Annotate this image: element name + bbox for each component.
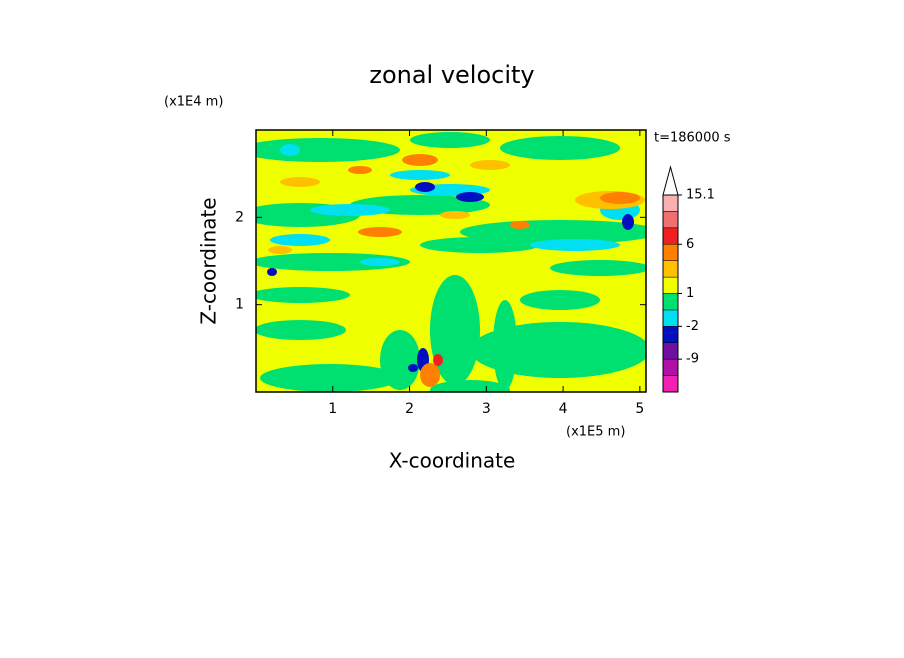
contour-region [500, 136, 620, 160]
colorbar-segment [662, 276, 679, 294]
contour-region [430, 380, 510, 392]
contour-region [420, 237, 540, 253]
contour-region [415, 182, 435, 192]
x-unit: (x1E5 m) [566, 425, 625, 440]
contour-region [550, 260, 646, 276]
colorbar-tick-label: -9 [686, 352, 699, 367]
contour-region [380, 330, 420, 390]
colorbar-segment [662, 358, 679, 376]
y-tick-label: 2 [235, 209, 244, 225]
colorbar-segment [662, 194, 679, 212]
x-tick-label: 1 [328, 401, 337, 417]
contour-field [256, 130, 646, 392]
colorbar-segment [662, 342, 679, 360]
colorbar-tick-label: 6 [686, 237, 694, 252]
colorbar-segment [662, 375, 679, 393]
contour-region [256, 320, 346, 340]
contour-region [280, 177, 320, 187]
contour-region [260, 364, 400, 392]
contour-region [360, 258, 400, 266]
contour-region [408, 364, 418, 372]
contour-region [530, 239, 620, 251]
x-tick-label: 4 [559, 401, 568, 417]
contour-region [402, 154, 438, 166]
colorbar-segment [662, 211, 679, 229]
contour-region [270, 234, 330, 246]
contour-region [433, 354, 443, 366]
contour-region [256, 138, 400, 162]
colorbar-tick-label: 1 [686, 286, 694, 301]
contour-region [456, 192, 484, 202]
colorbar-segment [662, 309, 679, 327]
colorbar-tick-label: -2 [686, 319, 699, 334]
contour-region [440, 211, 470, 219]
x-tick-label: 2 [405, 401, 414, 417]
colorbar-extension [662, 165, 679, 196]
contour-region [493, 300, 517, 390]
contour-region [310, 204, 390, 216]
y-tick-label: 1 [235, 297, 244, 313]
colorbar-segment [662, 260, 679, 278]
time-label: t=186000 s [654, 131, 731, 146]
chart-title: zonal velocity [369, 61, 534, 89]
contour-region [410, 132, 490, 148]
x-axis-label: X-coordinate [389, 449, 516, 473]
contour-region [267, 268, 277, 276]
colorbar-segment [662, 227, 679, 245]
contour-region [256, 253, 410, 271]
y-axis-label: Z-coordinate [197, 197, 221, 324]
plot-frame [255, 129, 647, 393]
contour-region [348, 166, 372, 174]
x-tick-label: 3 [482, 401, 491, 417]
colorbar-segment [662, 293, 679, 311]
contour-region [256, 287, 350, 303]
contour-region [390, 170, 450, 180]
contour-region [420, 363, 440, 387]
contour-region [358, 227, 402, 237]
contour-region [280, 144, 300, 156]
contour-region [622, 214, 634, 230]
contour-region [268, 246, 292, 254]
contour-region [600, 192, 640, 204]
colorbar-segment [662, 244, 679, 261]
y-unit: (x1E4 m) [164, 95, 223, 110]
colorbar-segment [662, 326, 679, 344]
contour-region [470, 160, 510, 170]
contour-region [510, 221, 530, 229]
colorbar-tick-label: 15.1 [686, 188, 715, 203]
x-tick-label: 5 [635, 401, 644, 417]
contour-region [520, 290, 600, 310]
